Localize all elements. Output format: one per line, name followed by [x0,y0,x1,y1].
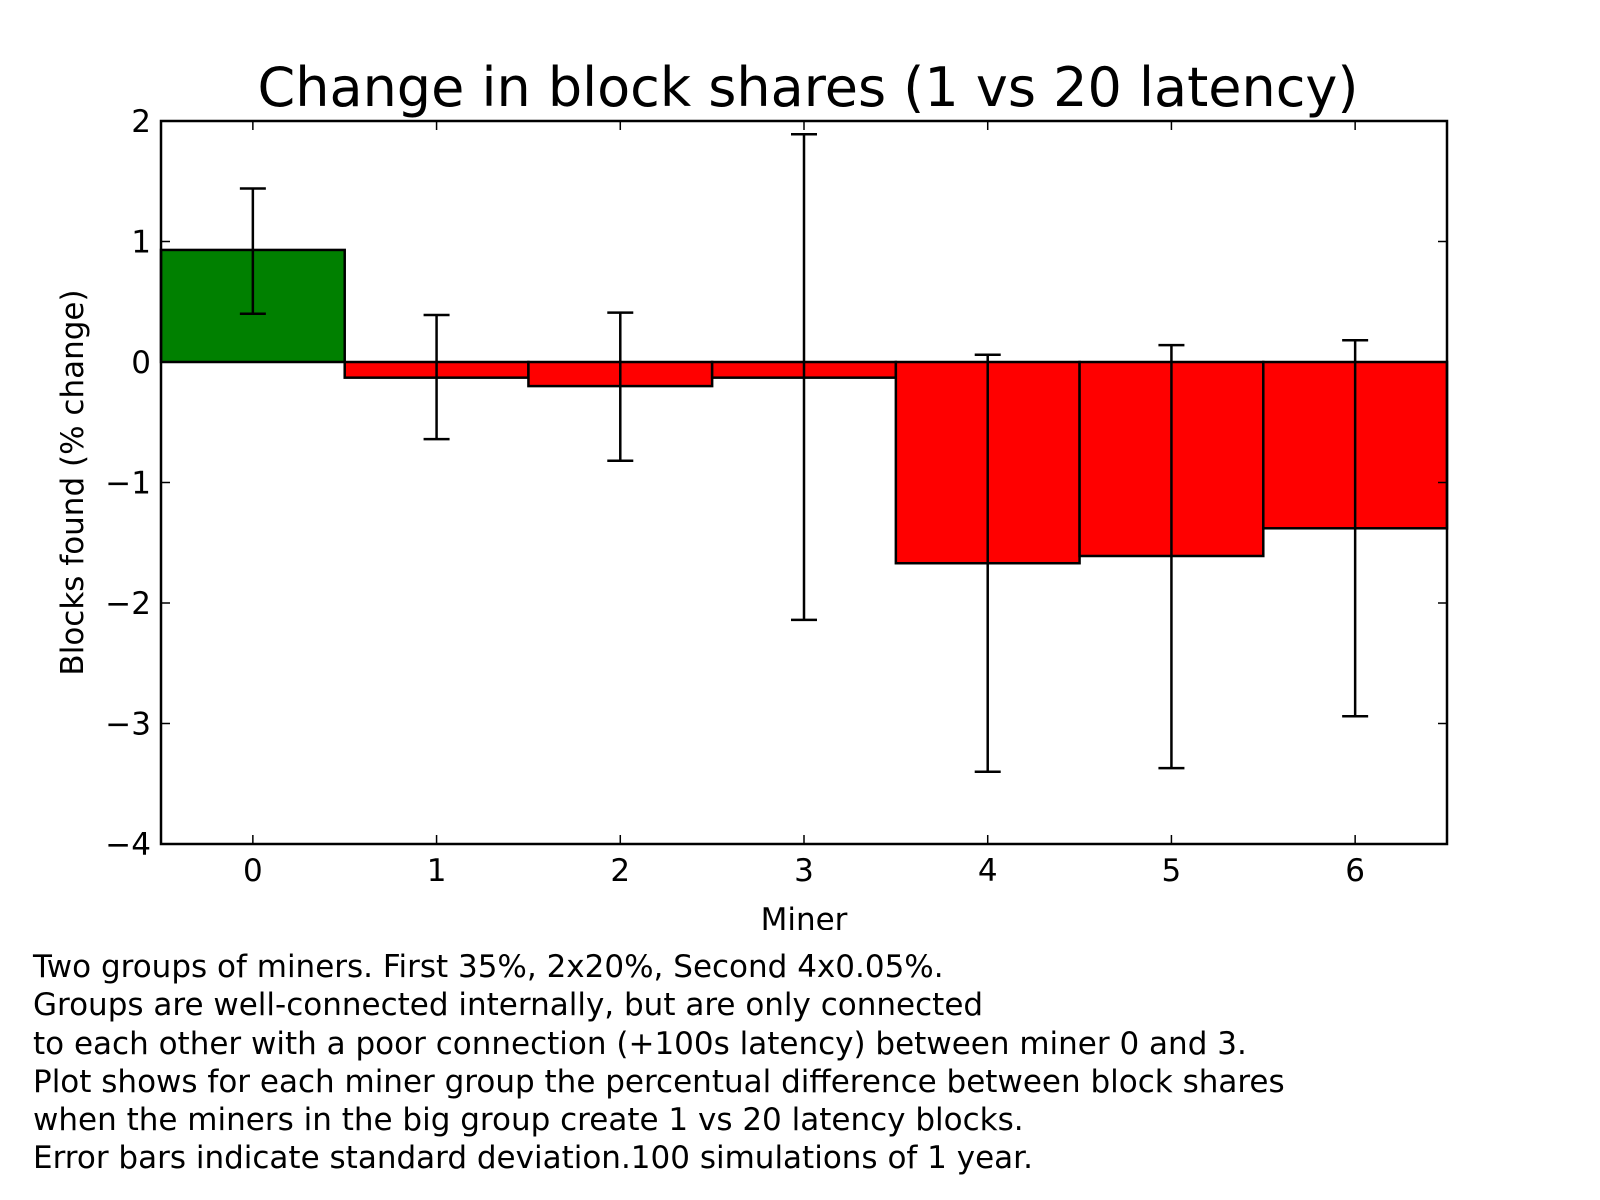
error-bar-miner-3 [791,133,817,622]
y-tick-label: −1 [105,466,151,502]
x-tick-label: 5 [1162,853,1182,889]
caption-line: Error bars indicate standard deviation.1… [33,1140,1033,1177]
caption-line: Plot shows for each miner group the perc… [33,1063,1285,1100]
error-bar-miner-5 [1158,343,1185,770]
x-tick-label: 2 [610,853,630,889]
x-tick-label: 4 [978,853,998,889]
error-bar-miner-1 [423,313,450,441]
y-tick-label: 1 [131,225,151,261]
caption-line: when the miners in the big group create … [33,1102,1024,1139]
y-tick-label: −3 [105,707,151,743]
chart-title: Change in block shares (1 vs 20 latency) [258,56,1359,119]
error-bar-miner-6 [1342,339,1369,718]
x-tick-label: 0 [243,853,263,889]
x-tick-label: 1 [427,853,447,889]
x-axis-label: Miner [761,902,848,930]
error-bars-layer [239,133,1369,773]
bar-chart: Change in block shares (1 vs 20 latency)… [55,56,1449,930]
caption-line: to each other with a poor connection (+1… [33,1025,1247,1062]
x-tick-label: 6 [1345,853,1365,889]
caption-line: Two groups of miners. First 35%, 2x20%, … [33,949,944,985]
figure-caption: Two groups of miners. First 35%, 2x20%, … [33,948,1285,1178]
x-tick-label: 3 [794,853,814,889]
caption-line: Groups are well-connected internally, bu… [33,987,984,1024]
error-bar-miner-0 [239,187,266,316]
y-tick-label: −4 [105,827,151,863]
y-tick-label: −2 [105,586,151,622]
error-bar-miner-4 [974,353,1001,773]
error-bar-miner-2 [607,311,634,463]
y-axis-label: Blocks found (% change) [55,289,91,675]
ticks-layer: 0 1 2 3 4 5 6 2 1 0 −1 −2 −3 −4 [105,104,1447,889]
y-tick-label: 2 [131,104,151,140]
y-tick-label: 0 [131,345,151,381]
